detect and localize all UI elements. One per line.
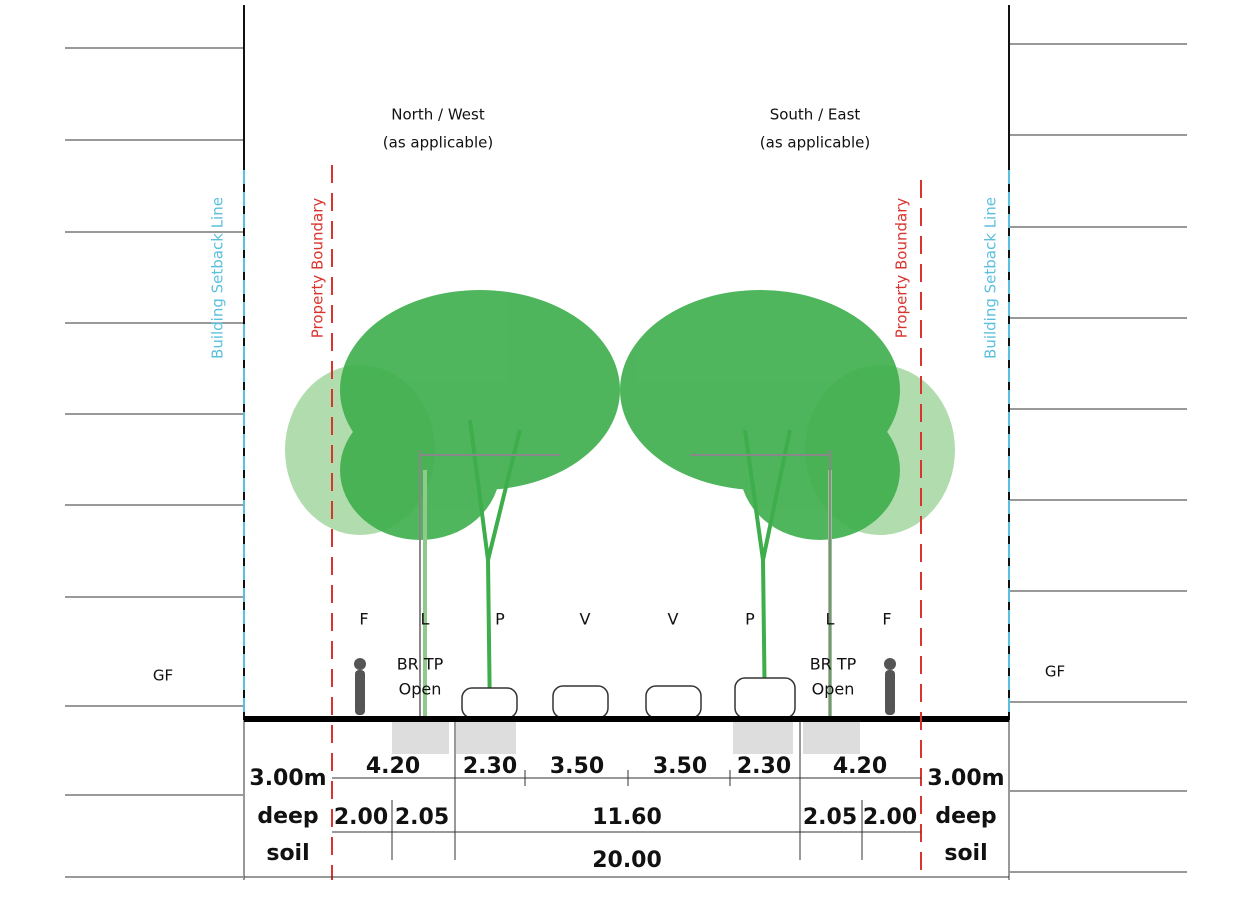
zone-label: P (495, 610, 505, 629)
setback-label: Building Setback Line (982, 197, 1000, 359)
verge-note: BR TP (810, 655, 857, 674)
zone-label: F (882, 610, 891, 629)
tree-pits (392, 722, 860, 754)
deep-soil-label: soil (266, 841, 309, 866)
zone-label: L (421, 610, 430, 629)
street-section: North / West (as applicable) South / Eas… (0, 0, 1237, 906)
verge-note: Open (399, 680, 442, 699)
floor-label: GF (153, 667, 173, 685)
deep-soil-label: soil (944, 841, 987, 866)
dimension-total: 20.00 (592, 848, 662, 873)
deep-soil-label: deep (257, 804, 318, 829)
deep-soil-label: 3.00m (927, 766, 1004, 791)
dimension: 2.30 (737, 754, 791, 779)
zone-label: L (826, 610, 835, 629)
floor-label: GF (1045, 663, 1065, 681)
zone-label: V (580, 610, 591, 629)
side-note: (as applicable) (760, 134, 870, 152)
dimension: 4.20 (833, 754, 887, 779)
boundary-label: Property Boundary (893, 198, 911, 339)
deep-soil-label: 3.00m (249, 766, 326, 791)
boundary-label: Property Boundary (309, 198, 327, 339)
verge-note: Open (812, 680, 855, 699)
dimension: 3.50 (653, 754, 707, 779)
dimension: 2.30 (463, 754, 517, 779)
verge-note: BR TP (397, 655, 444, 674)
vehicles (462, 678, 795, 718)
dimension: 11.60 (592, 805, 662, 830)
dimension: 3.50 (550, 754, 604, 779)
deep-soil-label: deep (935, 804, 996, 829)
dimension: 2.00 (863, 805, 917, 830)
dimension: 2.00 (334, 805, 388, 830)
zone-label: F (359, 610, 368, 629)
zone-label: P (745, 610, 755, 629)
floor-lines (65, 44, 1187, 877)
side-title: South / East (770, 106, 861, 124)
setback-label: Building Setback Line (209, 197, 227, 359)
dimension: 2.05 (803, 805, 857, 830)
side-title: North / West (391, 106, 485, 124)
zone-label: V (668, 610, 679, 629)
dimension: 4.20 (366, 754, 420, 779)
dimension: 2.05 (395, 805, 449, 830)
side-note: (as applicable) (383, 134, 493, 152)
